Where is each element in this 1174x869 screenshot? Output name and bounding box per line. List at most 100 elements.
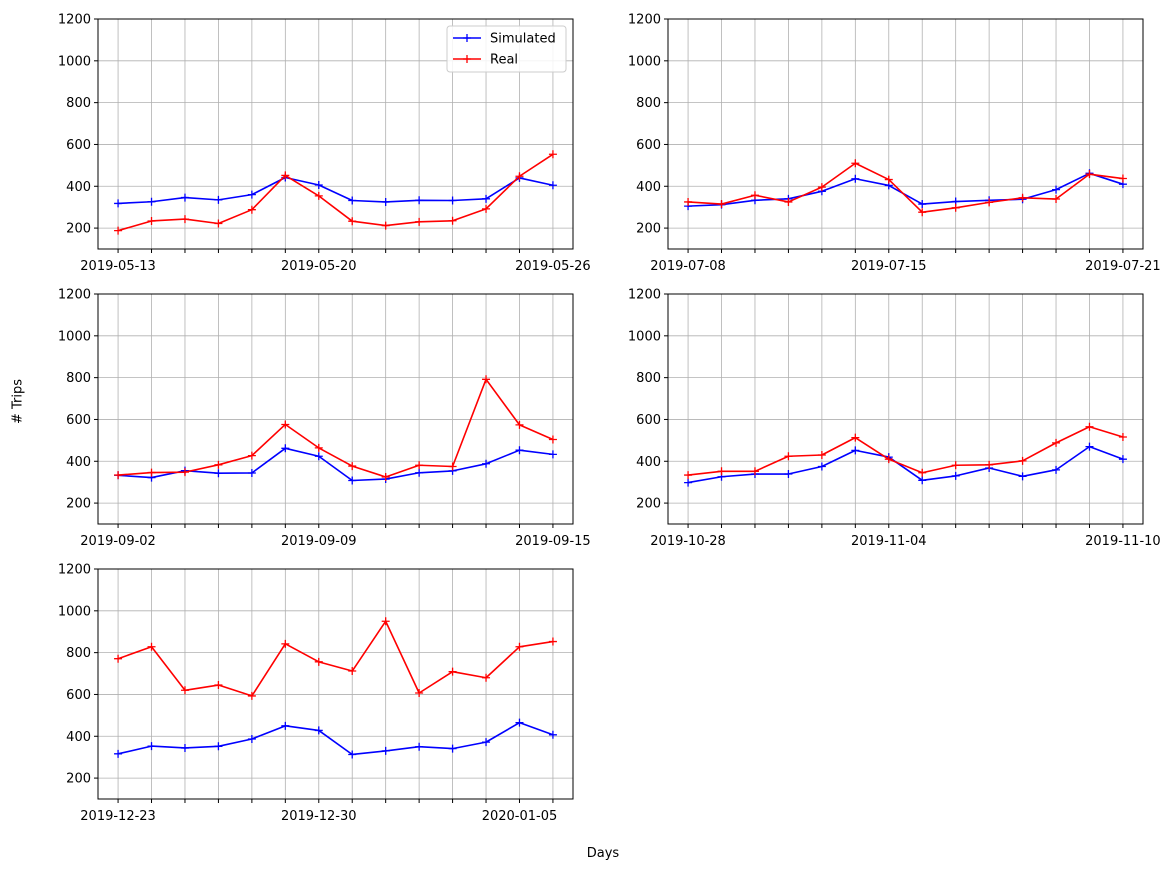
- axes-frame: [97, 568, 574, 800]
- subplot-2: 200 400 600 800 1000 1200 2019-07-08 2019-07-15…: [628, 13, 1161, 275]
- data-point-real: [482, 375, 491, 384]
- y-tick-label: 1000: [628, 329, 661, 344]
- data-point-simulated: [415, 742, 424, 751]
- data-point-real: [851, 433, 860, 442]
- data-point-real: [180, 686, 189, 695]
- data-point-real: [348, 667, 357, 676]
- data-point-simulated: [548, 730, 557, 739]
- data-point-real: [314, 657, 323, 666]
- x-tick-label: 2019-07-21: [1085, 259, 1161, 274]
- data-point-real: [817, 451, 826, 459]
- y-tick-label: 1200: [628, 13, 661, 28]
- data-point-real: [951, 461, 960, 470]
- data-point-simulated: [448, 196, 457, 205]
- data-point-real: [448, 667, 457, 676]
- legend: Simulated Real: [446, 25, 567, 73]
- x-tick-label: 2019-09-09: [281, 534, 357, 549]
- y-tick-label: 600: [636, 413, 661, 428]
- data-point-real: [180, 468, 189, 477]
- data-point-simulated: [314, 452, 323, 461]
- x-tick-label: 2020-01-05: [482, 809, 558, 824]
- series-line-simulated: [688, 172, 1124, 207]
- y-tick-label: 800: [636, 371, 661, 386]
- axes-frame: [97, 293, 574, 525]
- data-point-real: [918, 208, 927, 217]
- data-point-real: [147, 216, 156, 225]
- data-point-simulated: [247, 734, 256, 743]
- y-tick-label: 400: [636, 455, 661, 470]
- x-axis-label: Days: [586, 846, 620, 861]
- x-tick-label: 2019-07-15: [851, 259, 927, 274]
- y-tick-label: 1000: [628, 54, 661, 69]
- data-point-simulated: [214, 195, 223, 204]
- data-point-simulated: [918, 200, 927, 209]
- series-line-real: [117, 153, 554, 232]
- data-point-real: [114, 471, 123, 480]
- data-point-real: [482, 204, 491, 213]
- data-point-real: [381, 472, 390, 481]
- data-point-real: [448, 216, 457, 225]
- data-point-simulated: [515, 446, 524, 455]
- data-point-simulated: [482, 459, 491, 468]
- data-point-real: [750, 467, 759, 476]
- data-point-real: [381, 221, 390, 230]
- data-point-simulated: [247, 468, 256, 477]
- data-point-real: [817, 183, 826, 192]
- y-tick-label: 200: [636, 497, 661, 512]
- subplot-4: 200 400 600 800 1000 1200 2019-10-28 2019-11-04…: [628, 288, 1161, 550]
- data-point-simulated: [548, 450, 557, 459]
- x-tick-label: 2019-09-15: [515, 534, 591, 549]
- data-point-real: [247, 205, 256, 214]
- data-point-simulated: [180, 193, 189, 202]
- x-tick-label: 2019-12-30: [281, 809, 357, 824]
- data-point-simulated: [1018, 472, 1027, 481]
- axes-frame: [97, 18, 574, 250]
- data-point-real: [381, 617, 390, 626]
- data-point-real: [1085, 170, 1094, 179]
- data-point-simulated: [348, 750, 357, 759]
- data-point-simulated: [281, 721, 290, 730]
- data-point-real: [515, 172, 524, 181]
- y-tick-label: 800: [66, 371, 91, 386]
- data-point-simulated: [951, 471, 960, 480]
- data-point-simulated: [281, 444, 290, 453]
- data-point-simulated: [114, 749, 123, 758]
- y-tick-label: 800: [66, 646, 91, 661]
- y-tick-label: 1200: [58, 288, 91, 303]
- data-point-real: [114, 654, 123, 663]
- data-point-real: [884, 455, 893, 464]
- data-point-real: [985, 460, 994, 469]
- data-point-simulated: [214, 742, 223, 751]
- y-tick-label: 200: [66, 497, 91, 512]
- data-point-real: [448, 462, 457, 471]
- data-point-real: [482, 673, 491, 682]
- data-point-real: [884, 175, 893, 184]
- y-axis-label: # Trips: [10, 378, 26, 425]
- data-point-real: [180, 215, 189, 224]
- data-point-simulated: [448, 744, 457, 753]
- data-point-real: [717, 200, 726, 209]
- data-point-real: [548, 435, 557, 444]
- data-point-real: [1118, 433, 1127, 442]
- series-line-simulated: [687, 445, 1124, 484]
- data-point-simulated: [147, 197, 156, 206]
- subplot-1: 200 400 600 800 1000 1200 2019-05-13 2019-05-20…: [58, 13, 591, 275]
- data-point-real: [348, 462, 357, 471]
- legend-marker-simulated: [463, 34, 471, 42]
- data-point-real: [348, 217, 357, 226]
- data-point-real: [684, 197, 693, 206]
- y-tick-label: 800: [636, 96, 661, 111]
- data-point-simulated: [1118, 455, 1127, 464]
- data-point-real: [147, 468, 156, 477]
- data-point-real: [281, 171, 290, 180]
- data-point-simulated: [180, 743, 189, 752]
- data-point-real: [415, 688, 424, 697]
- series-line-real: [117, 620, 554, 697]
- data-point-real: [314, 191, 323, 200]
- data-point-real: [415, 217, 424, 226]
- data-point-real: [750, 191, 759, 200]
- series-line-simulated: [117, 721, 554, 756]
- data-point-simulated: [851, 174, 860, 183]
- data-point-real: [314, 443, 323, 452]
- y-tick-label: 400: [66, 730, 91, 745]
